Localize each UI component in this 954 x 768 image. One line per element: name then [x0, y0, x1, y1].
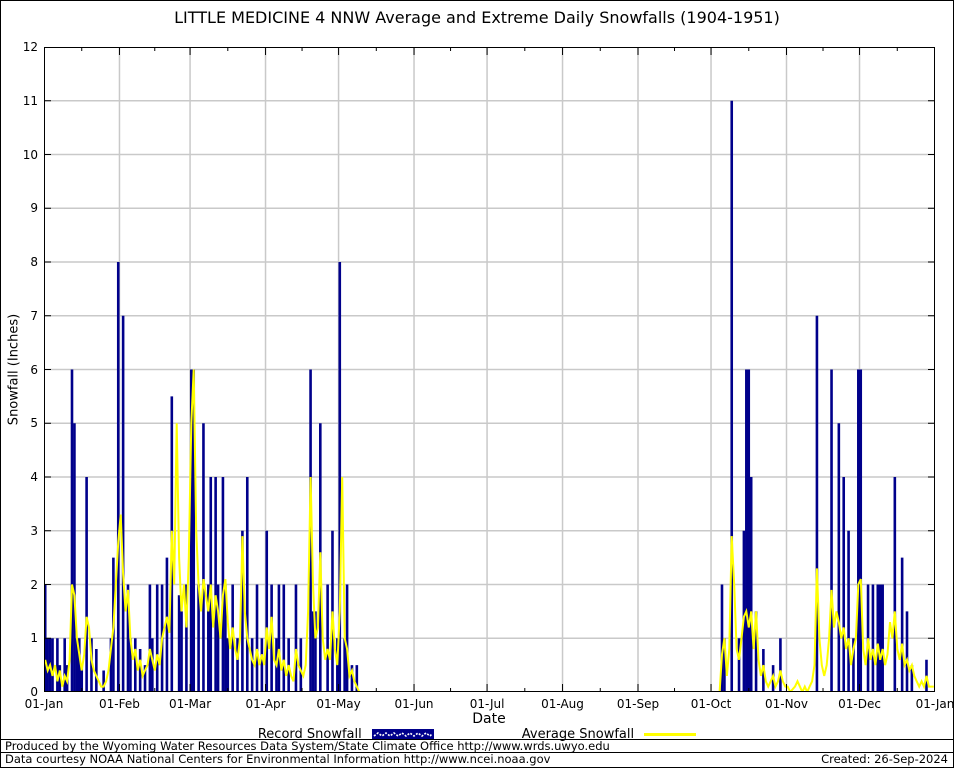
- y-tick-label: 10: [22, 147, 38, 162]
- x-tick-label: 01-Oct: [690, 697, 732, 711]
- y-tick-label: 6: [30, 362, 38, 377]
- chart-title: LITTLE MEDICINE 4 NNW Average and Extrem…: [174, 8, 780, 27]
- x-tick-label: 01-Jan: [24, 697, 64, 711]
- legend-record-label: Record Snowfall: [257, 727, 362, 742]
- y-tick-label: 3: [30, 523, 38, 538]
- footer-separator-2: [0, 752, 954, 753]
- x-tick-label: 01-Jul: [469, 697, 505, 711]
- y-tick-label: 4: [30, 470, 38, 484]
- x-tick-label: 01-Sep: [616, 697, 660, 711]
- average-snowfall-line-icon: [644, 733, 697, 736]
- legend-item-record: Record Snowfall: [258, 727, 434, 742]
- footer-separator-1: [0, 739, 954, 740]
- x-tick-label: 01-Feb: [99, 697, 140, 711]
- y-tick-label: 7: [30, 308, 38, 323]
- x-tick-label: 01-Mar: [168, 697, 212, 711]
- legend-average-label: Average Snowfall: [521, 727, 635, 742]
- y-tick-label: 9: [30, 201, 38, 216]
- y-tick-label: 1: [30, 631, 38, 646]
- legend: Record Snowfall Average Snowfall: [0, 727, 954, 742]
- legend-item-average: Average Snowfall: [521, 727, 697, 742]
- footer-produced-by: Produced by the Wyoming Water Resources …: [5, 739, 610, 753]
- y-tick-label: 12: [22, 40, 38, 54]
- x-tick-label: 01-May: [316, 697, 361, 711]
- y-tick-label: 8: [30, 255, 38, 269]
- footer-data-courtesy: Data courtesy NOAA National Centers for …: [5, 752, 551, 766]
- x-tick-label: 01-Jan: [915, 697, 954, 711]
- x-tick-label: 01-Dec: [838, 697, 881, 711]
- x-tick-label: 01-Jun: [394, 697, 434, 711]
- y-tick-label: 11: [22, 93, 38, 108]
- snowfall-chart-svg: [44, 47, 935, 692]
- x-tick-label: 01-Apr: [245, 697, 286, 711]
- y-tick-label: 2: [30, 577, 38, 592]
- y-tick-label: 0: [30, 685, 38, 699]
- plot-area: [44, 47, 935, 692]
- x-axis-title: Date: [472, 711, 506, 727]
- x-tick-label: 01-Nov: [764, 697, 809, 711]
- x-tick-label: 01-Aug: [541, 697, 584, 711]
- footer-created-date: Created: 26-Sep-2024: [821, 752, 948, 766]
- record-snowfall-swatch-icon: [371, 729, 434, 740]
- y-tick-label: 5: [30, 416, 38, 431]
